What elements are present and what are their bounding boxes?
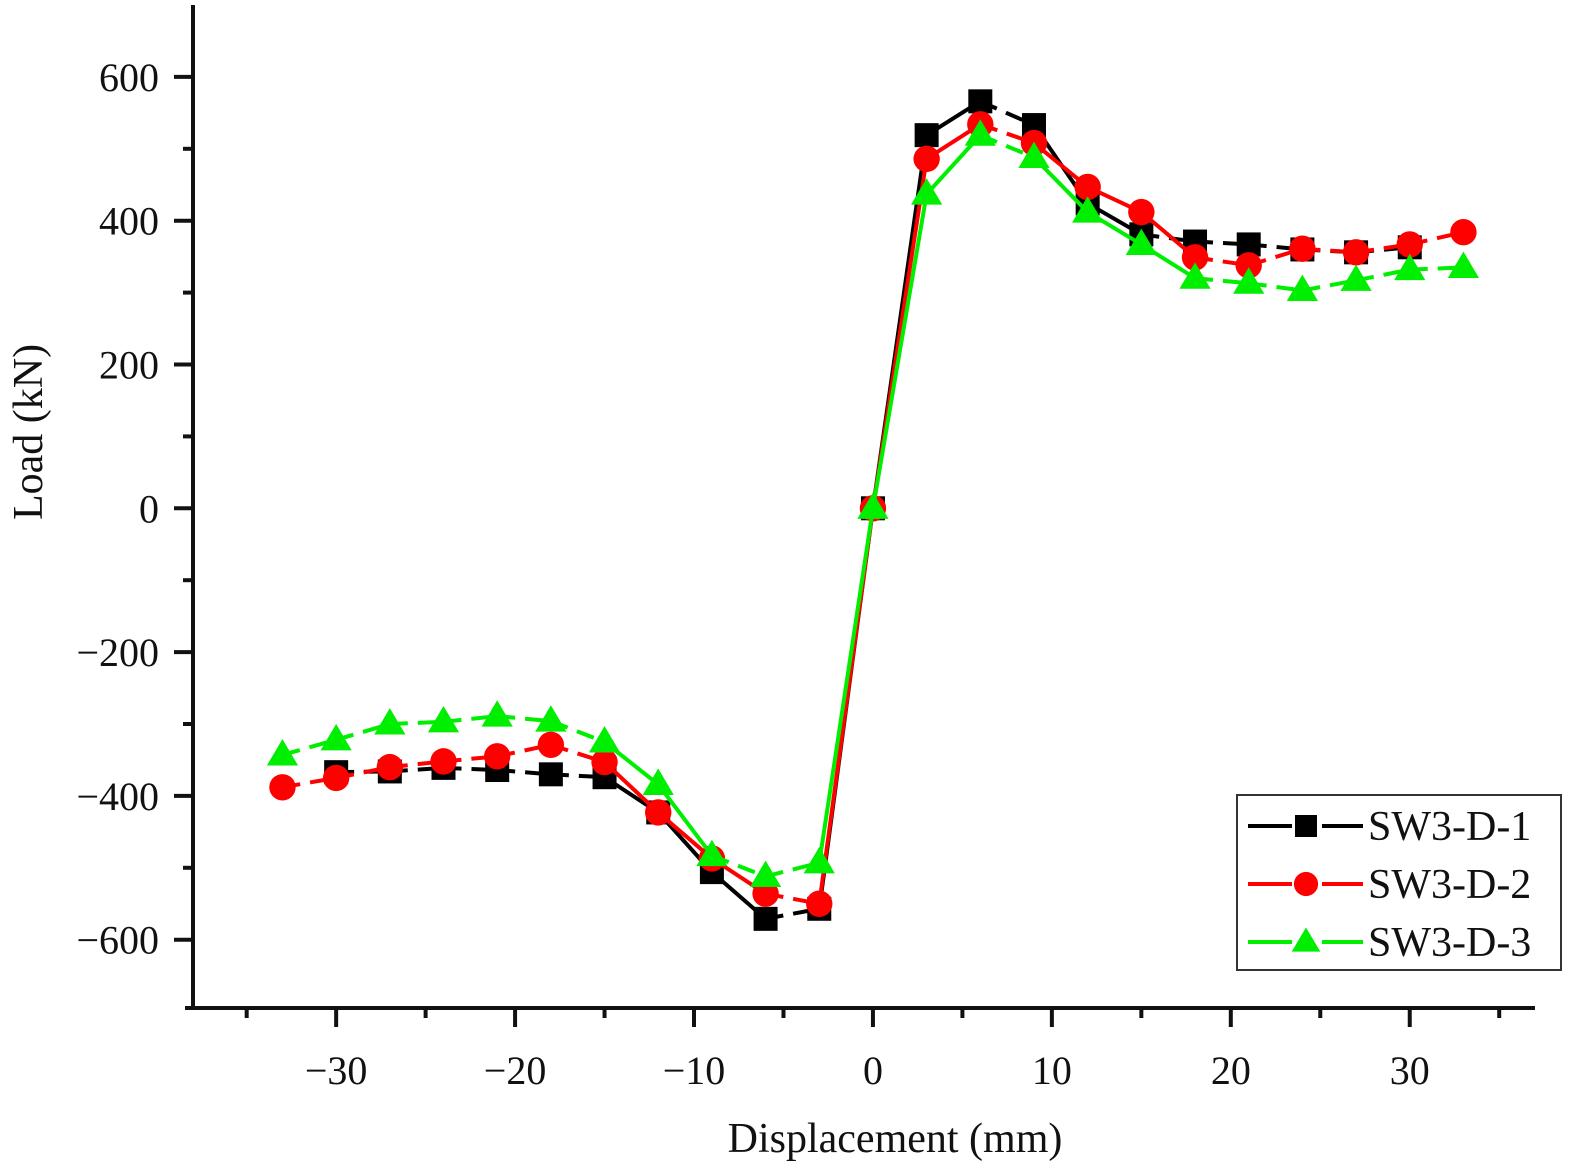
data-point-triangle	[911, 178, 943, 205]
data-point-triangle	[642, 768, 674, 795]
data-point-circle	[1128, 198, 1155, 226]
data-point-triangle	[696, 839, 728, 867]
x-tick-label: −30	[305, 1048, 368, 1093]
data-point-circle	[269, 774, 296, 801]
x-tick-label: 0	[863, 1048, 883, 1093]
data-point-triangle	[964, 119, 996, 146]
legend-label: SW3-D-1	[1368, 804, 1531, 850]
data-point-circle	[322, 764, 350, 792]
legend-marker-circle	[1293, 871, 1319, 897]
data-point-square	[914, 123, 939, 148]
series-line-segment	[817, 507, 875, 864]
data-point-triangle	[1179, 262, 1211, 289]
legend-marker-square	[1295, 815, 1317, 837]
data-point-circle	[1450, 219, 1477, 246]
x-axis-title: Displacement (mm)	[728, 1116, 1063, 1162]
y-tick-label: 200	[99, 342, 159, 387]
data-point-square	[538, 762, 563, 787]
data-point-triangle	[1233, 267, 1265, 294]
series-sw3-d-3	[266, 119, 1480, 887]
data-point-triangle	[1072, 196, 1104, 223]
data-point-circle	[430, 748, 457, 775]
ticks-layer: 600 400 200 0 −200 −400 −600 −30 −20 −10 0 10 20 30	[76, 55, 1502, 1093]
data-point-circle	[1074, 173, 1101, 201]
data-point-square	[753, 906, 778, 931]
data-point-triangle	[374, 708, 406, 735]
data-point-triangle	[1286, 274, 1318, 302]
data-point-triangle	[481, 700, 513, 727]
legend-label: SW3-D-2	[1368, 862, 1531, 908]
data-point-circle	[1289, 235, 1316, 262]
data-point-circle	[483, 743, 511, 770]
data-point-circle	[1181, 244, 1209, 271]
legend: SW3-D-1 SW3-D-2 SW3-D-3	[1236, 794, 1562, 971]
data-point-triangle	[1394, 253, 1426, 281]
data-point-circle	[376, 753, 404, 781]
legend-item: SW3-D-1	[1248, 804, 1531, 850]
y-tick-label: −200	[76, 630, 159, 675]
x-tick-label: −20	[484, 1048, 547, 1093]
data-point-triangle	[588, 726, 621, 753]
legend-label: SW3-D-3	[1368, 920, 1531, 966]
legend-items: SW3-D-1 SW3-D-2 SW3-D-3	[1248, 804, 1531, 966]
data-point-triangle	[427, 705, 460, 733]
y-axis-title: Load (kN)	[6, 344, 52, 520]
data-point-circle	[537, 731, 565, 759]
y-tick-label: −600	[76, 918, 159, 963]
data-point-triangle	[803, 846, 835, 874]
series-line-segment	[870, 193, 929, 509]
data-point-triangle	[749, 860, 782, 887]
series-line-segment	[765, 860, 820, 879]
y-tick-label: 600	[99, 55, 159, 100]
data-point-triangle	[320, 723, 352, 751]
data-point-circle	[645, 799, 672, 826]
data-point-circle	[913, 145, 940, 173]
y-tick-label: 0	[139, 486, 159, 531]
series-line-segment	[656, 783, 714, 857]
data-point-circle	[591, 748, 618, 776]
data-point-triangle	[1340, 264, 1372, 291]
data-point-circle	[1396, 231, 1423, 258]
data-point-triangle	[1018, 141, 1050, 168]
data-point-triangle	[535, 705, 567, 732]
data-point-triangle	[857, 492, 889, 519]
series-line-segment	[281, 737, 337, 757]
x-tick-label: −10	[663, 1048, 726, 1093]
y-tick-label: 400	[99, 199, 159, 244]
legend-marker-triangle	[1291, 927, 1321, 952]
data-point-circle	[1235, 252, 1262, 279]
data-point-square	[968, 89, 993, 114]
series-layer	[266, 89, 1480, 931]
data-point-circle	[806, 890, 833, 917]
data-point-circle	[1342, 239, 1370, 266]
y-tick-label: −400	[76, 774, 159, 819]
legend-item: SW3-D-2	[1248, 862, 1531, 908]
data-point-triangle	[1447, 251, 1480, 278]
x-tick-label: 20	[1211, 1048, 1251, 1093]
legend-item: SW3-D-3	[1248, 920, 1531, 966]
series-line-segment	[335, 722, 391, 742]
data-point-circle	[752, 880, 779, 907]
x-tick-label: 10	[1032, 1048, 1072, 1093]
data-point-triangle	[266, 739, 299, 766]
data-point-triangle	[1125, 228, 1157, 255]
x-tick-label: 30	[1390, 1048, 1430, 1093]
